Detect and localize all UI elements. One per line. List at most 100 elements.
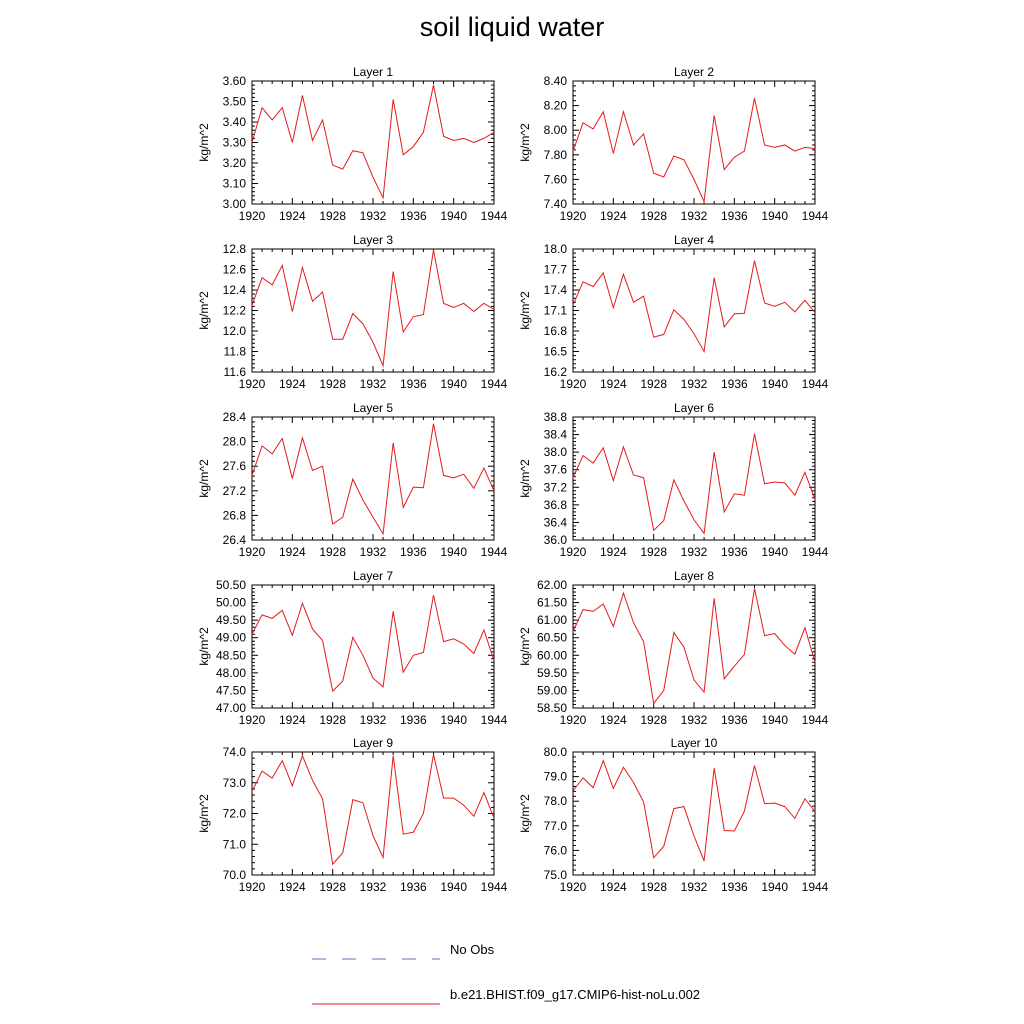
y-tick-label: 16.2 xyxy=(544,365,568,379)
x-tick-label: 1940 xyxy=(761,713,788,727)
plot-frame xyxy=(251,751,495,876)
x-tick-label: 1940 xyxy=(761,545,788,559)
x-tick-label: 1920 xyxy=(239,880,266,894)
y-tick-label: 3.10 xyxy=(223,177,247,191)
y-tick-label: 18.0 xyxy=(544,242,568,256)
y-tick-label: 48.50 xyxy=(216,648,246,662)
x-tick-label: 1936 xyxy=(721,209,748,223)
x-tick-label: 1920 xyxy=(239,377,266,391)
legend-item-model-run: b.e21.BHIST.f09_g17.CMIP6-hist-noLu.002 xyxy=(310,987,700,1010)
y-axis-label: kg/m^2 xyxy=(197,459,211,498)
panel-layer-10: Layer 10 kg/m^2 1920 1924 1928 1932 1936 1940 19… xyxy=(518,736,829,894)
x-tick-label: 1924 xyxy=(600,377,627,391)
x-tick-label: 1928 xyxy=(640,377,667,391)
y-tick-label: 58.50 xyxy=(537,701,567,715)
y-tick-label: 49.50 xyxy=(216,613,246,627)
x-tick-label: 1936 xyxy=(721,377,748,391)
x-tick-label: 1920 xyxy=(560,209,587,223)
x-tick-label: 1920 xyxy=(239,545,266,559)
x-tick-label: 1928 xyxy=(319,377,346,391)
legend-swatch-dashed xyxy=(312,958,440,960)
x-tick-label: 1932 xyxy=(681,713,708,727)
x-tick-label: 1944 xyxy=(802,377,829,391)
panel-layer-6: Layer 6 kg/m^2 1920 1924 1928 1932 1936 1940 194… xyxy=(518,401,829,559)
x-tick-label: 1924 xyxy=(600,545,627,559)
legend-label: b.e21.BHIST.f09_g17.CMIP6-hist-noLu.002 xyxy=(450,987,701,1002)
y-tick-label: 73.0 xyxy=(223,776,247,790)
y-tick-label: 70.0 xyxy=(223,868,247,882)
y-tick-label: 38.0 xyxy=(544,445,568,459)
panel-title: Layer 2 xyxy=(674,65,714,79)
y-tick-label: 37.2 xyxy=(544,480,568,494)
y-tick-label: 11.6 xyxy=(224,365,247,379)
series-line xyxy=(251,423,495,536)
y-tick-label: 59.00 xyxy=(537,683,567,697)
y-tick-label: 59.50 xyxy=(537,666,567,680)
plot-frame xyxy=(251,584,495,709)
y-axis-label: kg/m^2 xyxy=(518,291,532,330)
x-tick-label: 1944 xyxy=(481,209,508,223)
x-tick-label: 1940 xyxy=(440,880,467,894)
x-tick-label: 1940 xyxy=(761,880,788,894)
x-tick-label: 1928 xyxy=(319,880,346,894)
y-tick-label: 8.20 xyxy=(544,99,568,113)
series-line xyxy=(251,754,495,866)
x-tick-label: 1920 xyxy=(560,545,587,559)
x-tick-label: 1936 xyxy=(400,377,427,391)
y-tick-label: 49.00 xyxy=(216,631,246,645)
plot-frame xyxy=(572,584,816,709)
y-tick-label: 75.0 xyxy=(544,868,568,882)
y-tick-label: 12.0 xyxy=(223,324,247,338)
legend-label: No Obs xyxy=(450,942,495,957)
x-tick-label: 1936 xyxy=(721,880,748,894)
y-tick-label: 16.8 xyxy=(544,324,568,338)
y-tick-label: 61.50 xyxy=(537,596,567,610)
y-tick-label: 7.80 xyxy=(544,148,568,162)
y-tick-label: 3.50 xyxy=(223,95,247,109)
x-tick-label: 1932 xyxy=(681,377,708,391)
y-tick-label: 27.2 xyxy=(223,484,247,498)
x-tick-label: 1920 xyxy=(560,880,587,894)
panel-title: Layer 3 xyxy=(353,233,393,247)
y-tick-label: 7.40 xyxy=(544,197,568,211)
y-tick-label: 62.00 xyxy=(537,578,567,592)
x-tick-label: 1924 xyxy=(279,377,306,391)
y-tick-label: 3.30 xyxy=(223,136,247,150)
plot-frame xyxy=(251,80,495,205)
x-tick-label: 1928 xyxy=(640,713,667,727)
series-line xyxy=(572,588,816,705)
y-tick-label: 48.00 xyxy=(216,666,246,680)
x-tick-label: 1924 xyxy=(600,713,627,727)
x-tick-label: 1940 xyxy=(761,209,788,223)
y-tick-label: 3.20 xyxy=(223,156,247,170)
x-tick-label: 1924 xyxy=(279,545,306,559)
y-tick-label: 28.0 xyxy=(223,435,247,449)
x-tick-label: 1924 xyxy=(600,880,627,894)
y-tick-label: 26.4 xyxy=(223,533,247,547)
x-tick-label: 1936 xyxy=(400,545,427,559)
y-axis-label: kg/m^2 xyxy=(518,794,532,833)
y-tick-label: 36.0 xyxy=(544,533,568,547)
series-line xyxy=(572,759,816,862)
x-tick-label: 1920 xyxy=(239,713,266,727)
y-tick-label: 3.40 xyxy=(223,115,247,129)
panel-layer-4: Layer 4 kg/m^2 1920 1924 1928 1932 1936 1940 194… xyxy=(518,233,829,391)
legend-item-no-obs: No Obs xyxy=(310,942,494,965)
panel-layer-1: Layer 1 kg/m^2 1920 1924 1928 1932 1936 1940 194… xyxy=(197,65,508,223)
y-tick-label: 38.8 xyxy=(544,410,568,424)
x-tick-label: 1928 xyxy=(640,880,667,894)
y-axis-label: kg/m^2 xyxy=(197,291,211,330)
plot-frame xyxy=(572,416,816,541)
series-line xyxy=(251,84,495,200)
y-axis-label: kg/m^2 xyxy=(197,627,211,666)
x-tick-label: 1932 xyxy=(360,209,387,223)
y-axis-label: kg/m^2 xyxy=(197,123,211,162)
panel-title: Layer 9 xyxy=(353,736,393,750)
y-tick-label: 76.0 xyxy=(544,843,568,857)
y-tick-label: 47.00 xyxy=(216,701,246,715)
x-tick-label: 1944 xyxy=(481,545,508,559)
x-tick-label: 1940 xyxy=(440,713,467,727)
y-tick-label: 16.5 xyxy=(544,345,568,359)
x-tick-label: 1924 xyxy=(279,880,306,894)
